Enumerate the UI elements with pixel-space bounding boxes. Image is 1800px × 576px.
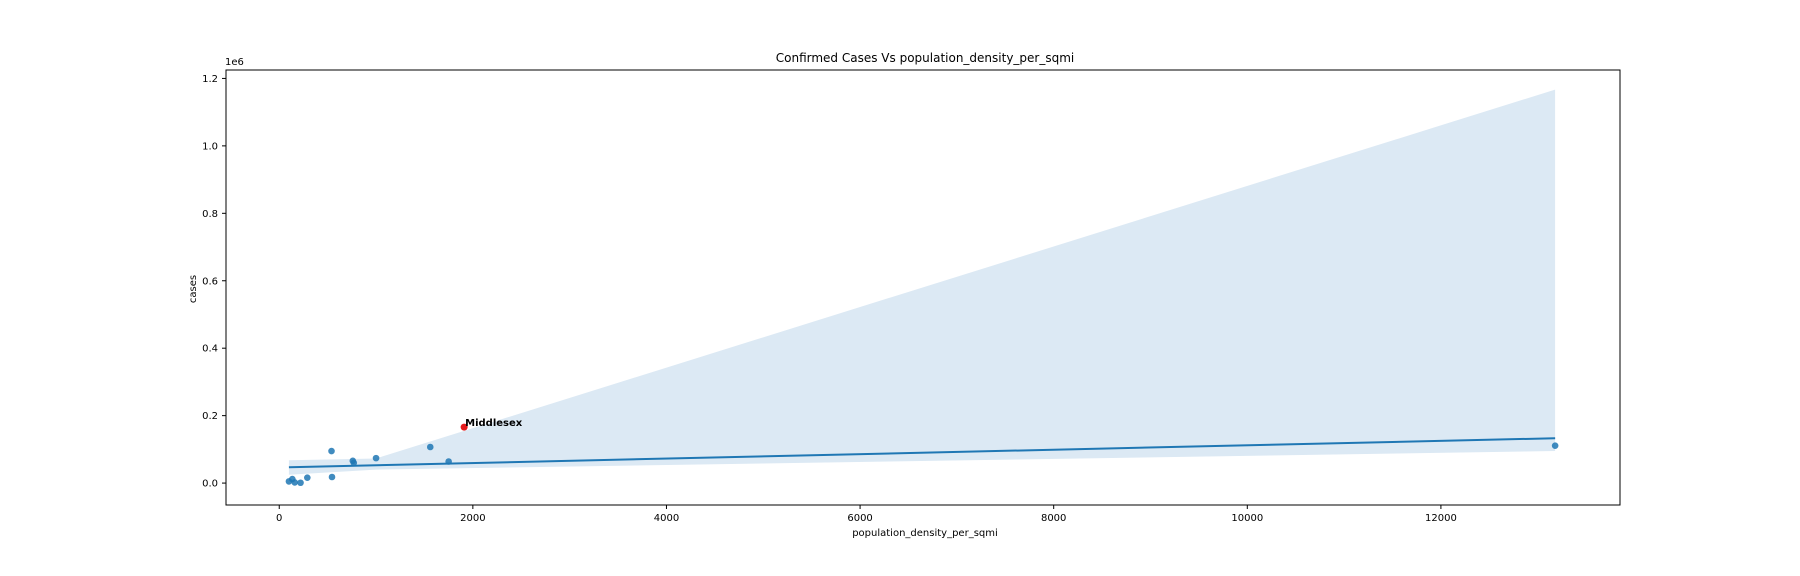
plot-area-frame: [225, 69, 1621, 506]
highlight-layer: Middlesex: [460, 418, 523, 431]
x-tick-label: 10000: [1231, 513, 1263, 524]
data-point: [426, 443, 434, 451]
y-tick-label: 0.2: [202, 411, 218, 422]
data-point: [291, 479, 299, 486]
x-axis-title: population_density_per_sqmi: [852, 528, 998, 539]
data-point: [304, 474, 311, 481]
y-tick-label: 0.8: [202, 209, 218, 220]
points-layer: [285, 442, 1559, 487]
y-tick-label: 0.4: [202, 344, 218, 355]
x-tick-label: 4000: [654, 513, 679, 524]
x-tick-label: 0: [276, 513, 282, 524]
data-point: [297, 479, 304, 487]
y-axis-ticks: 0.0 0.2 0.4 0.6 0.8 1.0 1.2: [202, 74, 226, 490]
highlight-annotation: Middlesex: [465, 418, 523, 429]
y-tick-label: 0.6: [202, 276, 218, 287]
regression-line-layer: [288, 437, 1556, 469]
x-tick-label: 2000: [460, 513, 485, 524]
x-tick-label: 12000: [1425, 513, 1457, 524]
chart-title: Confirmed Cases Vs population_density_pe…: [776, 51, 1075, 65]
y-tick-label: 0.0: [202, 479, 218, 490]
data-point: [372, 454, 380, 462]
confidence-band: [288, 89, 1556, 475]
regression-line: [288, 437, 1556, 469]
data-point: [1551, 442, 1559, 449]
data-point: [445, 458, 452, 465]
y-tick-label: 1.0: [202, 141, 218, 152]
y-tick-label: 1.2: [202, 74, 218, 85]
confidence-band-layer: [288, 89, 1556, 475]
x-tick-label: 8000: [1041, 513, 1066, 524]
y-axis-title: cases: [188, 275, 199, 303]
x-tick-label: 6000: [847, 513, 872, 524]
data-point: [328, 473, 336, 481]
data-point: [328, 447, 335, 455]
y-offset-label: 1e6: [225, 57, 244, 68]
data-point: [350, 459, 358, 467]
x-axis-ticks: 0 2000 4000 6000 8000 10000 12000: [276, 505, 1457, 524]
highlight-point: [460, 423, 468, 431]
